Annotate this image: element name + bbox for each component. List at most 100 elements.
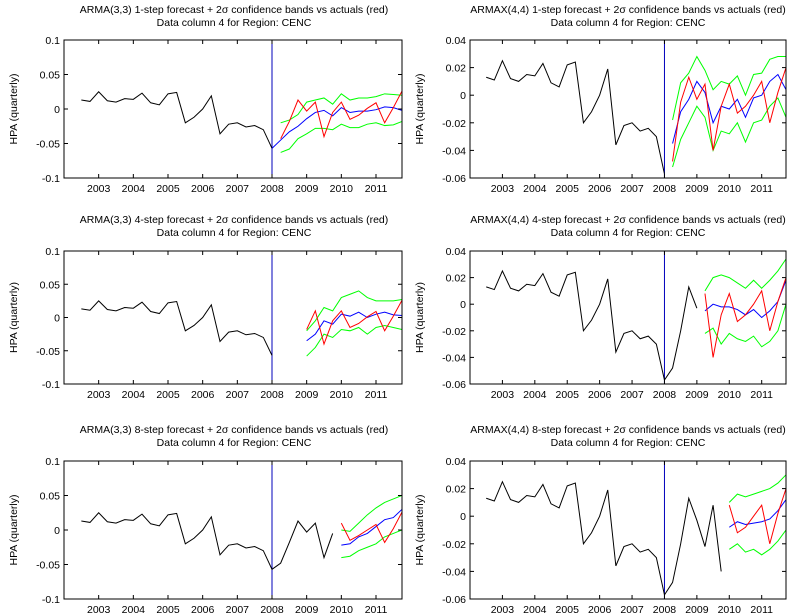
x-tick-label: 2006 <box>191 183 215 195</box>
y-axis-label: HPA (quarterly) <box>414 74 426 145</box>
series-line-actual-red <box>704 277 786 358</box>
x-tick-label: 2009 <box>295 389 319 401</box>
x-tick-label: 2008 <box>260 604 284 616</box>
chart-title: ARMA(3,3) 8-step forecast + 2σ confidenc… <box>80 424 389 436</box>
chart-title: ARMAX(4,4) 4-step forecast + 2σ confiden… <box>470 214 786 226</box>
x-tick-label: 2007 <box>226 604 250 616</box>
series-line-actual <box>81 300 273 356</box>
chart-subtitle: Data column 4 for Region: CENC <box>157 17 312 29</box>
y-tick-label: 0.04 <box>446 246 467 258</box>
x-tick-label: 2005 <box>556 604 580 616</box>
y-tick-label: 0.02 <box>446 273 467 285</box>
y-tick-label: 0 <box>54 104 60 116</box>
series-line-band <box>704 258 786 292</box>
y-tick-label: -0.05 <box>36 560 60 572</box>
y-tick-label: 0 <box>460 90 466 102</box>
x-tick-label: 2004 <box>122 183 146 195</box>
chart-title: ARMAX(4,4) 8-step forecast + 2σ confiden… <box>470 424 786 436</box>
x-tick-label: 2004 <box>122 604 146 616</box>
y-tick-label: 0.04 <box>446 35 467 47</box>
x-tick-label: 2010 <box>718 604 742 616</box>
axes-frame <box>63 250 403 385</box>
x-tick-label: 2008 <box>260 183 284 195</box>
x-tick-label: 2010 <box>718 183 742 195</box>
chart-panel-3: ARMA(3,3) 4-step forecast + 2σ confidenc… <box>8 214 403 401</box>
series-line-band <box>728 529 786 556</box>
y-tick-label: 0.1 <box>45 456 60 468</box>
y-tick-label: 0.05 <box>40 279 61 291</box>
x-tick-label: 2003 <box>491 604 515 616</box>
x-tick-label: 2007 <box>620 389 644 401</box>
chart-title: ARMAX(4,4) 1-step forecast + 2σ confiden… <box>470 4 786 16</box>
y-tick-label: -0.06 <box>442 594 466 606</box>
x-tick-label: 2005 <box>556 389 580 401</box>
series-line-band <box>280 93 402 124</box>
x-tick-label: 2010 <box>330 389 354 401</box>
series-line-actual-red <box>280 90 402 139</box>
series-line-band <box>306 324 402 357</box>
series-line-actual <box>81 91 273 149</box>
series-line-forecast <box>306 311 402 342</box>
x-tick-label: 2006 <box>588 389 612 401</box>
y-tick-label: 0 <box>54 313 60 325</box>
x-tick-label: 2005 <box>156 389 180 401</box>
series-line-actual-red <box>672 67 786 162</box>
axes-frame <box>63 39 403 179</box>
y-axis-label: HPA (quarterly) <box>8 495 20 566</box>
series-line-forecast <box>672 73 786 144</box>
x-tick-label: 2007 <box>620 183 644 195</box>
y-tick-label: -0.05 <box>36 346 60 358</box>
y-tick-label: -0.1 <box>42 173 60 185</box>
series-line-actual <box>486 269 698 382</box>
series-line-forecast <box>728 499 786 528</box>
chart-panel-6: ARMAX(4,4) 8-step forecast + 2σ confiden… <box>414 424 787 616</box>
x-tick-label: 2007 <box>226 183 250 195</box>
x-tick-label: 2009 <box>685 604 709 616</box>
y-tick-label: 0.02 <box>446 63 467 75</box>
x-tick-label: 2003 <box>87 604 111 616</box>
x-tick-label: 2004 <box>523 183 547 195</box>
series-line-actual-red <box>728 488 786 544</box>
y-tick-label: -0.05 <box>36 139 60 151</box>
x-tick-label: 2009 <box>685 389 709 401</box>
plot-area <box>81 251 402 384</box>
y-tick-label: 0.05 <box>40 70 61 82</box>
y-tick-label: -0.02 <box>442 539 466 551</box>
chart-subtitle: Data column 4 for Region: CENC <box>551 227 706 239</box>
series-line-band <box>728 474 786 503</box>
x-tick-label: 2010 <box>330 604 354 616</box>
series-line-actual <box>486 480 722 597</box>
y-tick-label: 0 <box>460 511 466 523</box>
y-axis-label: HPA (quarterly) <box>414 282 426 353</box>
x-tick-label: 2006 <box>588 604 612 616</box>
y-tick-label: 0.04 <box>446 456 467 468</box>
y-tick-label: 0.1 <box>45 35 60 47</box>
x-tick-label: 2009 <box>685 183 709 195</box>
x-tick-label: 2006 <box>191 389 215 401</box>
x-tick-label: 2004 <box>523 604 547 616</box>
series-line-band <box>672 55 786 121</box>
series-line-actual <box>81 512 334 571</box>
x-tick-label: 2011 <box>750 604 773 616</box>
y-tick-label: 0 <box>54 525 60 537</box>
chart-subtitle: Data column 4 for Region: CENC <box>551 17 706 29</box>
x-tick-label: 2007 <box>620 604 644 616</box>
y-tick-label: -0.04 <box>442 566 466 578</box>
y-tick-label: -0.02 <box>442 326 466 338</box>
x-tick-label: 2011 <box>750 183 773 195</box>
y-axis-label: HPA (quarterly) <box>8 74 20 145</box>
y-tick-label: -0.04 <box>442 145 466 157</box>
x-tick-label: 2003 <box>491 389 515 401</box>
axes-frame <box>469 39 787 179</box>
series-line-band <box>341 495 402 532</box>
x-tick-label: 2005 <box>556 183 580 195</box>
series-line-forecast <box>271 106 402 149</box>
series-line-band <box>704 304 786 348</box>
y-tick-label: -0.06 <box>442 379 466 391</box>
y-tick-label: -0.1 <box>42 594 60 606</box>
chart-title: ARMA(3,3) 4-step forecast + 2σ confidenc… <box>80 214 389 226</box>
chart-panel-4: ARMAX(4,4) 4-step forecast + 2σ confiden… <box>414 214 787 401</box>
x-tick-label: 2009 <box>295 604 319 616</box>
plot-area <box>486 251 786 384</box>
x-tick-label: 2011 <box>365 183 388 195</box>
